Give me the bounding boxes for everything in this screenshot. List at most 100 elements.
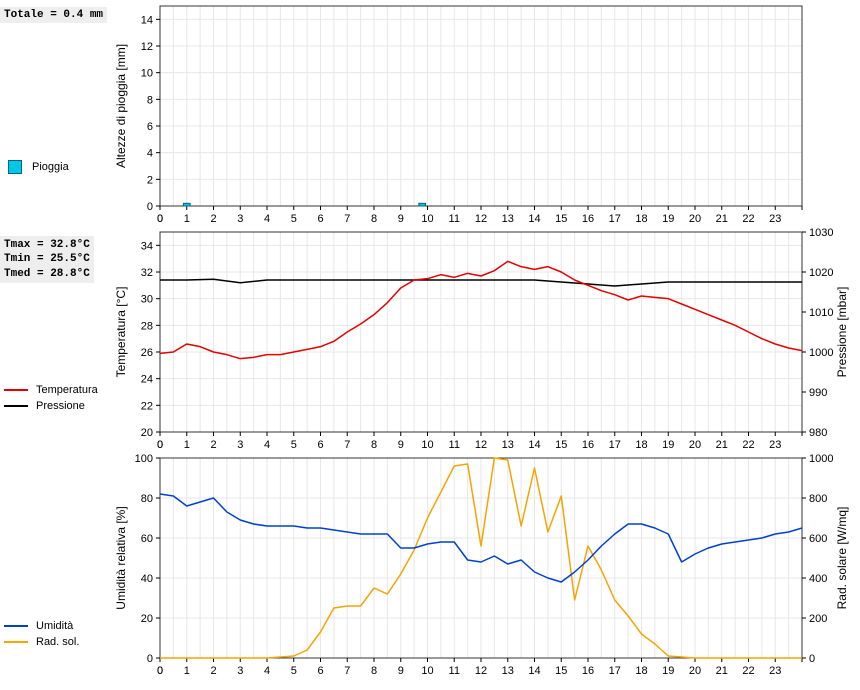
svg-text:23: 23 — [769, 439, 781, 451]
svg-text:19: 19 — [662, 439, 674, 451]
svg-text:13: 13 — [502, 439, 514, 451]
svg-text:990: 990 — [809, 387, 827, 399]
svg-text:3: 3 — [237, 213, 243, 225]
svg-text:5: 5 — [291, 439, 297, 451]
svg-text:Altezze di pioggia [mm]: Altezze di pioggia [mm] — [114, 44, 128, 168]
svg-text:10: 10 — [421, 439, 433, 451]
svg-text:1000: 1000 — [809, 347, 833, 359]
svg-text:12: 12 — [475, 213, 487, 225]
legend-label: Temperatura — [36, 384, 98, 396]
svg-text:18: 18 — [635, 665, 647, 677]
svg-text:3: 3 — [237, 439, 243, 451]
svg-text:60: 60 — [141, 533, 153, 545]
svg-text:17: 17 — [609, 665, 621, 677]
tmin-line: Tmin = 25.5°C — [4, 252, 90, 266]
svg-text:9: 9 — [398, 665, 404, 677]
legend-swatch-pioggia — [8, 160, 22, 174]
legend-item-pressione: Pressione — [4, 400, 98, 412]
svg-text:19: 19 — [662, 665, 674, 677]
svg-text:15: 15 — [555, 665, 567, 677]
svg-text:1010: 1010 — [809, 307, 833, 319]
svg-text:980: 980 — [809, 427, 827, 439]
svg-text:28: 28 — [141, 320, 153, 332]
svg-text:14: 14 — [141, 14, 153, 26]
svg-text:26: 26 — [141, 347, 153, 359]
svg-text:4: 4 — [264, 439, 270, 451]
svg-text:6: 6 — [317, 213, 323, 225]
svg-text:Pressione [mbar]: Pressione [mbar] — [835, 287, 849, 378]
chart2-legend: Temperatura Pressione — [4, 384, 98, 416]
svg-text:22: 22 — [742, 665, 754, 677]
svg-text:34: 34 — [141, 240, 153, 252]
tmax-line: Tmax = 32.8°C — [4, 238, 90, 252]
svg-text:20: 20 — [141, 613, 153, 625]
svg-text:14: 14 — [528, 213, 540, 225]
svg-text:22: 22 — [742, 439, 754, 451]
svg-text:2: 2 — [210, 665, 216, 677]
svg-text:1000: 1000 — [809, 453, 833, 465]
svg-text:7: 7 — [344, 665, 350, 677]
svg-text:21: 21 — [716, 439, 728, 451]
legend-item-pioggia: Pioggia — [8, 160, 69, 174]
svg-text:21: 21 — [716, 213, 728, 225]
svg-text:2: 2 — [210, 213, 216, 225]
svg-text:0: 0 — [147, 653, 153, 665]
svg-text:16: 16 — [582, 213, 594, 225]
legend-item-radsol: Rad. sol. — [4, 636, 79, 648]
svg-text:5: 5 — [291, 213, 297, 225]
legend-swatch-radsol — [4, 641, 28, 643]
svg-text:Umidità relativa [%]: Umidità relativa [%] — [114, 506, 128, 609]
svg-text:2: 2 — [210, 439, 216, 451]
svg-text:11: 11 — [449, 665, 460, 677]
svg-text:24: 24 — [141, 374, 153, 386]
svg-text:20: 20 — [689, 213, 701, 225]
svg-text:20: 20 — [689, 665, 701, 677]
svg-text:15: 15 — [555, 439, 567, 451]
svg-text:80: 80 — [141, 493, 153, 505]
svg-text:0: 0 — [147, 201, 153, 213]
svg-text:14: 14 — [528, 665, 540, 677]
svg-text:23: 23 — [769, 665, 781, 677]
svg-text:1: 1 — [184, 439, 190, 451]
svg-text:600: 600 — [809, 533, 827, 545]
svg-text:11: 11 — [449, 439, 460, 451]
svg-text:17: 17 — [609, 213, 621, 225]
svg-text:9: 9 — [398, 213, 404, 225]
svg-text:4: 4 — [147, 148, 153, 160]
legend-item-temperatura: Temperatura — [4, 384, 98, 396]
svg-text:23: 23 — [769, 213, 781, 225]
svg-text:1020: 1020 — [809, 267, 833, 279]
svg-text:8: 8 — [147, 94, 153, 106]
svg-text:7: 7 — [344, 439, 350, 451]
legend-item-umidita: Umidità — [4, 620, 79, 632]
svg-text:12: 12 — [475, 439, 487, 451]
svg-text:0: 0 — [157, 213, 163, 225]
svg-text:10: 10 — [421, 665, 433, 677]
svg-text:Temperatura [°C]: Temperatura [°C] — [114, 287, 128, 378]
legend-label: Umidità — [36, 620, 73, 632]
legend-swatch-temperatura — [4, 389, 28, 391]
svg-text:7: 7 — [344, 213, 350, 225]
svg-text:30: 30 — [141, 294, 153, 306]
svg-text:1030: 1030 — [809, 227, 833, 239]
svg-text:4: 4 — [264, 665, 270, 677]
svg-text:13: 13 — [502, 665, 514, 677]
svg-text:18: 18 — [635, 439, 647, 451]
rain-total-box: Totale = 0.4 mm — [0, 7, 107, 23]
svg-text:6: 6 — [147, 121, 153, 133]
svg-text:9: 9 — [398, 439, 404, 451]
svg-text:Rad. solare [W/mq]: Rad. solare [W/mq] — [835, 507, 849, 610]
svg-text:12: 12 — [475, 665, 487, 677]
svg-text:20: 20 — [689, 439, 701, 451]
svg-text:100: 100 — [135, 453, 153, 465]
tmed-line: Tmed = 28.8°C — [4, 267, 90, 281]
svg-text:11: 11 — [449, 213, 460, 225]
svg-text:8: 8 — [371, 439, 377, 451]
svg-text:6: 6 — [317, 665, 323, 677]
temp-stats-box: Tmax = 32.8°C Tmin = 25.5°C Tmed = 28.8°… — [0, 236, 94, 283]
svg-text:12: 12 — [141, 41, 153, 53]
svg-text:16: 16 — [582, 665, 594, 677]
svg-text:2: 2 — [147, 174, 153, 186]
svg-text:40: 40 — [141, 573, 153, 585]
svg-text:3: 3 — [237, 665, 243, 677]
